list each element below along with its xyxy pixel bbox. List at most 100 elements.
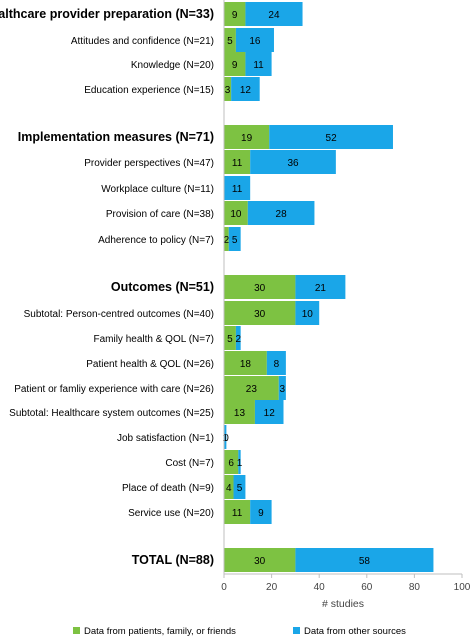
x-tick-label: 40 [314,582,326,593]
bars-group: 9245169113121952113601110282530213010521… [222,2,434,572]
bar-segment [224,475,234,499]
bar-segment [224,275,296,299]
bar-segment [224,548,296,572]
category-label: Education experience (N=15) [84,85,214,96]
bar-segment [224,52,246,76]
category-label: Implementation measures (N=71) [18,130,214,144]
data-label: 30 [254,556,266,567]
bar-segment [254,400,284,424]
bar-segment [278,376,286,400]
bar-segment [224,351,267,375]
bar-segment [295,275,346,299]
legend: Data from patients, family, or friends D… [73,626,406,637]
data-label: 36 [287,158,299,169]
category-label: Family health & QOL (N=7) [93,334,214,345]
data-label: 11 [253,60,264,71]
data-label: 9 [258,508,264,519]
category-label: Subtotal: Person-centred outcomes (N=40) [24,309,214,320]
category-label: Outcomes (N=51) [111,280,214,294]
bar-segment [224,176,251,200]
bar-segment [224,500,251,524]
data-label: 5 [227,334,233,345]
data-label: 19 [241,133,253,144]
bar-segment [224,450,239,474]
category-label: Knowledge (N=20) [131,60,214,71]
bar-segment [235,326,241,350]
data-label: 3 [225,85,231,96]
bar-segment [224,150,251,174]
bar-segment [269,125,393,149]
bar-segment [247,201,315,225]
data-label: 5 [237,483,243,494]
category-label: Service use (N=20) [128,508,214,519]
data-label: 5 [227,36,233,47]
data-label: 52 [326,133,338,144]
data-label: 21 [315,283,327,294]
data-label: 12 [240,85,252,96]
x-axis-label: # studies [322,598,364,610]
bar-segment [224,28,236,52]
bar-segment [224,376,279,400]
bar-segment [228,227,241,251]
data-label: 10 [230,209,242,220]
bar-segment [224,301,296,325]
data-label: 11 [232,508,243,519]
category-label: TOTAL (N=88) [132,553,214,567]
x-axis-group: 0 20 40 60 80 100 [221,573,471,593]
x-tick-label: 60 [361,582,373,593]
category-label: Adherence to policy (N=7) [98,235,214,246]
data-label: 8 [274,359,280,370]
x-tick-label: 20 [266,582,278,593]
legend-swatch-other [293,627,300,634]
data-label: 4 [226,483,232,494]
data-label: 30 [254,283,266,294]
bar-segment [235,28,274,52]
data-label: 13 [234,408,246,419]
data-label: 28 [276,209,288,220]
data-label: 2 [224,235,230,246]
data-label: 9 [232,10,238,21]
x-tick-label: 0 [221,582,227,593]
data-label: 1 [237,458,243,469]
category-label: Patient or famliy experience with care (… [14,384,214,395]
legend-label-patients: Data from patients, family, or friends [84,626,236,637]
legend-swatch-patients [73,627,80,634]
bar-segment [231,77,260,101]
data-label: 5 [232,235,238,246]
bar-segment [250,150,336,174]
data-label: 58 [359,556,371,567]
category-label: Job satisfaction (N=1) [117,433,214,444]
data-label: 3 [280,384,286,395]
bar-segment [245,52,272,76]
bar-segment [295,548,434,572]
data-label: 24 [268,10,280,21]
bar-segment [250,500,272,524]
data-label: 12 [264,408,276,419]
bar-segment [224,400,255,424]
bar-segment [224,326,236,350]
bar-segment [224,2,246,26]
bar-segment [224,125,270,149]
data-label: 6 [228,458,234,469]
data-label: 11 [232,158,243,169]
category-label: Patient health & QOL (N=26) [86,359,214,370]
bar-segment [233,475,246,499]
data-label: 11 [232,184,243,195]
bar-segment [238,450,241,474]
bar-segment [224,425,227,449]
bar-segment [295,301,320,325]
category-label: Provision of care (N=38) [106,209,214,220]
data-label: 1 [222,433,228,444]
bar-segment [266,351,286,375]
bar-segment [224,77,232,101]
category-label: Place of death (N=9) [122,483,214,494]
data-label: 2 [235,334,241,345]
bar-segment [224,201,248,225]
data-label: 18 [240,359,252,370]
category-label: Workplace culture (N=11) [101,184,214,195]
data-label: 10 [302,309,314,320]
category-label: Attitudes and confidence (N=21) [71,36,214,47]
x-tick-label: 80 [409,582,421,593]
data-label: 16 [249,36,261,47]
data-label: 23 [246,384,258,395]
